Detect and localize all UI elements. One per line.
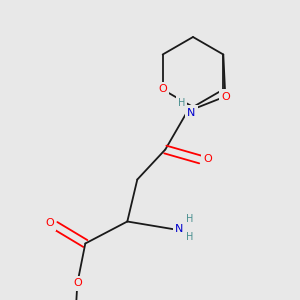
Text: H: H: [186, 214, 193, 224]
Text: H: H: [178, 98, 185, 109]
Text: O: O: [73, 278, 82, 289]
Text: O: O: [45, 218, 54, 229]
Text: O: O: [203, 154, 212, 164]
Text: N: N: [175, 224, 184, 233]
Text: N: N: [187, 107, 196, 118]
Text: H: H: [186, 232, 193, 242]
Text: O: O: [221, 92, 230, 101]
Text: O: O: [158, 85, 167, 94]
